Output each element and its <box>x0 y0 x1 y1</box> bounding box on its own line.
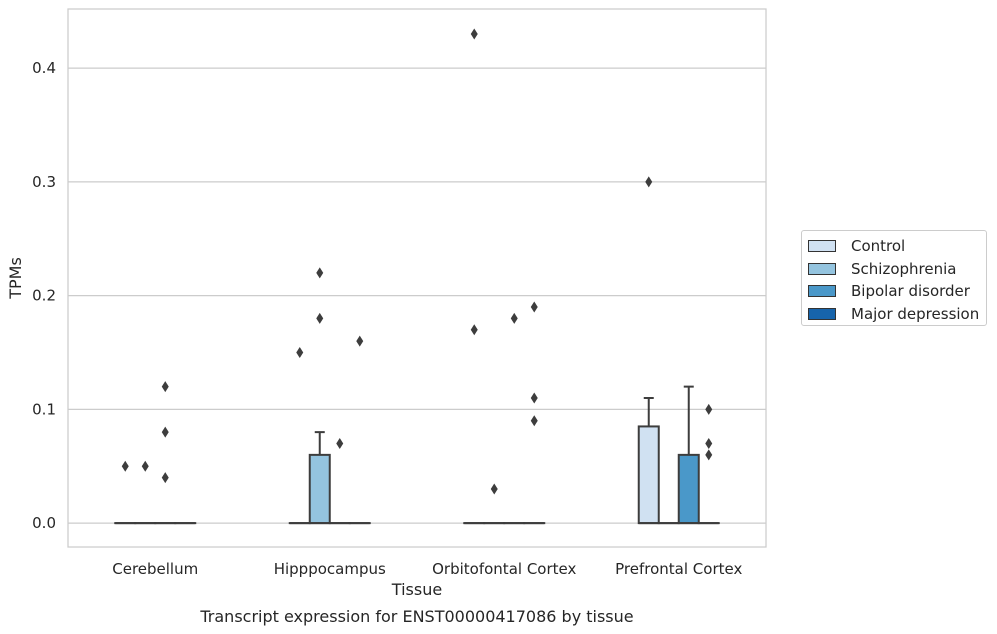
outlier-point <box>530 392 538 404</box>
box-group <box>523 301 546 525</box>
outlier-point <box>510 312 518 324</box>
box <box>308 453 331 525</box>
y-tick-label: 0.0 <box>32 514 56 532</box>
outlier-point <box>121 460 129 472</box>
box <box>677 453 700 525</box>
box-group <box>114 460 137 525</box>
legend-item: Control <box>808 235 986 258</box>
outlier-point <box>316 267 324 279</box>
outlier-point <box>356 335 364 347</box>
outlier-point <box>470 28 478 40</box>
box-group <box>463 28 486 525</box>
y-tick-label: 0.4 <box>32 59 56 77</box>
legend: Control Schizophrenia Bipolar disorder Majo… <box>801 230 987 326</box>
outlier-point <box>645 176 653 188</box>
x-tick-label: Orbitofontal Cortex <box>432 560 576 578</box>
outlier-point <box>161 381 169 393</box>
legend-label: Control <box>851 237 906 256</box>
legend-swatch <box>808 285 836 298</box>
box-marks <box>114 28 720 525</box>
y-axis-label: TPMs <box>6 257 25 300</box>
legend-label: Major depression <box>851 304 980 323</box>
box-group <box>328 437 351 525</box>
outlier-point <box>705 449 713 461</box>
outlier-point <box>490 483 498 495</box>
y-tick-label: 0.1 <box>32 400 56 418</box>
box-group <box>154 381 177 525</box>
box <box>637 425 660 525</box>
outlier-point <box>705 403 713 415</box>
box-group <box>503 312 526 525</box>
gridlines <box>68 67 766 524</box>
x-tick-label: Cerebellum <box>112 560 198 578</box>
outlier-point <box>470 324 478 336</box>
plot-frame <box>67 8 767 548</box>
x-tick-label: Hipppocampus <box>274 560 386 578</box>
legend-label: Schizophrenia <box>851 259 957 278</box>
legend-label: Bipolar disorder <box>851 282 970 301</box>
box-group <box>637 176 660 525</box>
box-group <box>288 347 311 525</box>
box-group <box>483 483 506 525</box>
box-group <box>677 385 700 525</box>
legend-item: Bipolar disorder <box>808 280 986 303</box>
box-group <box>348 335 371 525</box>
legend-swatch <box>808 307 836 320</box>
outlier-point <box>161 472 169 484</box>
x-tick-label: Prefrontal Cortex <box>615 560 742 578</box>
outlier-point <box>161 426 169 438</box>
legend-item: Major depression <box>808 303 986 326</box>
chart-title: Transcript expression for ENST0000041708… <box>199 607 633 626</box>
box-group <box>308 267 331 525</box>
outlier-point <box>530 301 538 313</box>
outlier-point <box>141 460 149 472</box>
box-group <box>697 403 720 525</box>
legend-item: Schizophrenia <box>808 258 986 281</box>
legend-swatch <box>808 262 836 275</box>
y-tick-label: 0.2 <box>32 287 56 305</box>
y-tick-label: 0.3 <box>32 173 56 191</box>
box-group <box>134 460 157 525</box>
outlier-point <box>296 347 304 359</box>
y-tick-labels: 0.0 0.1 0.2 0.3 0.4 <box>32 59 56 532</box>
outlier-point <box>316 312 324 324</box>
outlier-point <box>336 437 344 449</box>
x-tick-labels: Cerebellum Hipppocampus Orbitofontal Corte… <box>112 560 742 578</box>
outlier-point <box>530 415 538 427</box>
legend-swatch <box>808 240 836 253</box>
x-axis-label: Tissue <box>391 580 442 599</box>
outlier-point <box>705 437 713 449</box>
